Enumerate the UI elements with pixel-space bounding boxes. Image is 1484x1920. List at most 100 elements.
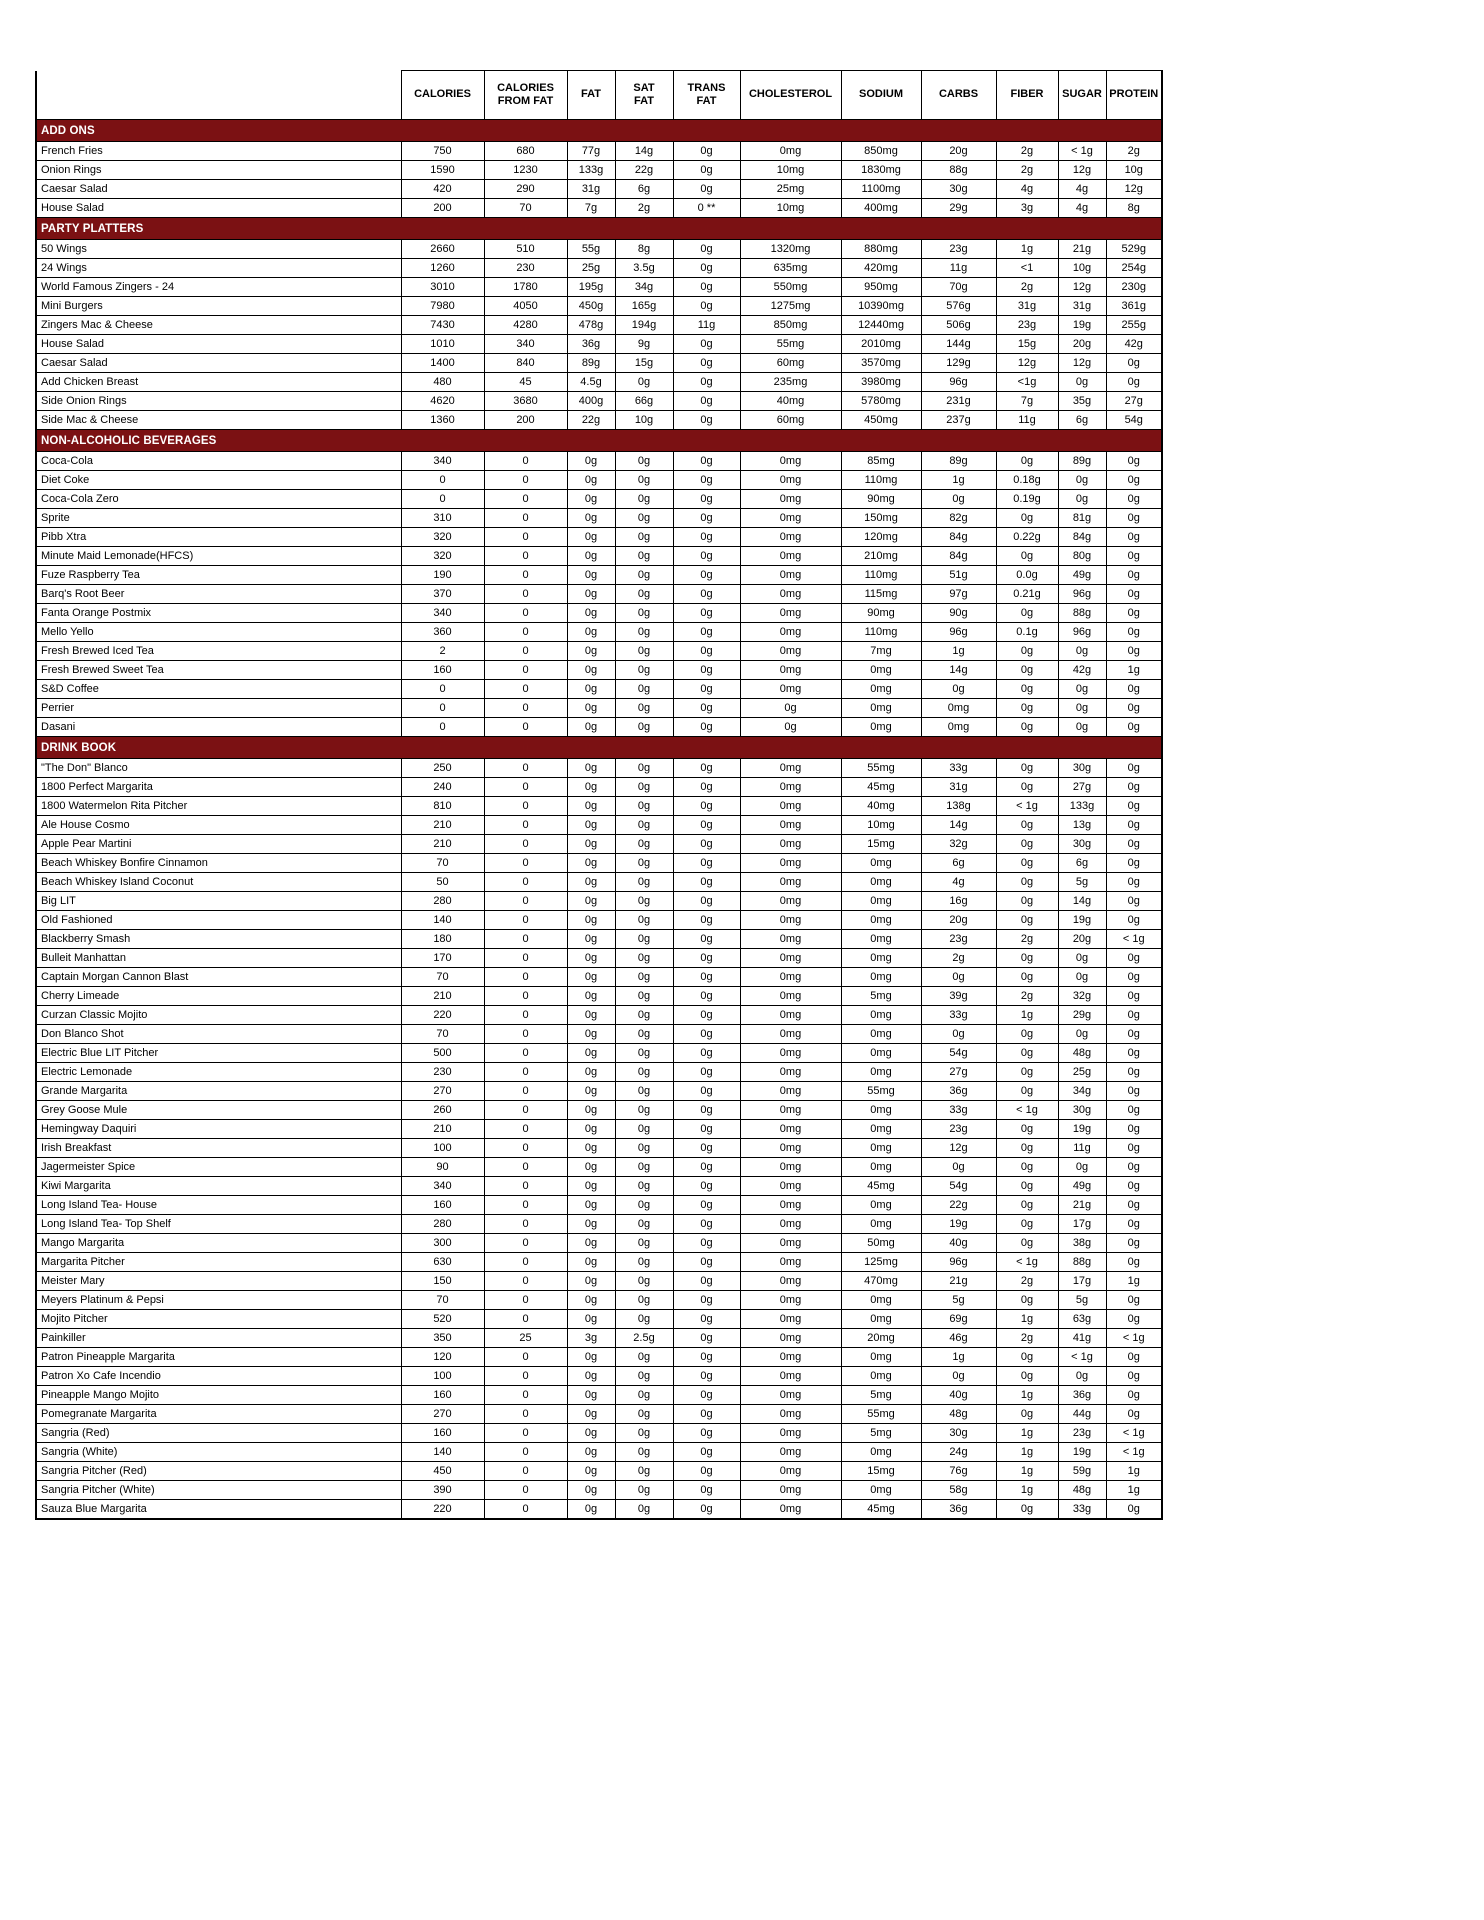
value-cell: 55g [566,239,616,259]
item-name-cell: Electric Blue LIT Pitcher [35,1043,402,1063]
value-cell: 420 [400,179,485,199]
value-cell: 0g [1105,1366,1163,1386]
value-cell: 20g [1057,929,1107,949]
value-cell: 89g [566,353,616,373]
value-cell: 0mg [739,872,842,892]
value-cell: 0g [566,910,616,930]
value-cell: 0g [566,758,616,778]
value-cell: 0g [920,1366,997,1386]
item-name-cell: Dasani [35,717,402,737]
value-cell: 0g [995,1119,1059,1139]
value-cell: 0mg [840,967,922,987]
value-cell: 0 [483,986,568,1006]
value-cell: 7430 [400,315,485,335]
value-cell: 0mg [840,1366,922,1386]
value-cell: 0g [1105,641,1163,661]
value-cell: 1g [920,641,997,661]
table-row: Pomegranate Margarita 270 0 0g 0g 0g 0mg 55mg 48… [35,1404,1163,1424]
value-cell: 850mg [840,141,922,161]
table-row: Big LIT 280 0 0g 0g 0g 0mg 0mg 16g 0g 14g 0g [35,891,1163,911]
table-row: Fanta Orange Postmix 340 0 0g 0g 0g 0mg 90mg 90g… [35,603,1163,623]
value-cell: 250 [400,758,485,778]
value-cell: 22g [920,1195,997,1215]
item-name-cell: Beach Whiskey Island Coconut [35,872,402,892]
table-row: Coca-Cola 340 0 0g 0g 0g 0mg 85mg 89g 0g 89g 0g [35,451,1163,471]
value-cell: 0g [672,160,741,180]
value-cell: 0 [400,489,485,509]
item-name-cell: Don Blanco Shot [35,1024,402,1044]
value-cell: 3.5g [614,258,674,278]
value-cell: 0g [1105,796,1163,816]
value-cell: 0g [995,1499,1059,1520]
value-cell: 30g [1057,758,1107,778]
value-cell: 0g [566,546,616,566]
value-cell: 2660 [400,239,485,259]
value-cell: 19g [1057,1119,1107,1139]
value-cell: 1360 [400,410,485,430]
item-name-cell: Caesar Salad [35,179,402,199]
column-header: TRANS FAT [672,70,741,120]
table-row: 1800 Perfect Margarita 240 0 0g 0g 0g 0mg 45mg 3… [35,777,1163,797]
table-row: World Famous Zingers - 24 3010 1780 195g 34g… [35,277,1163,297]
value-cell: 5g [920,1290,997,1310]
value-cell: 5780mg [840,391,922,411]
value-cell: 0 [483,853,568,873]
value-cell: 0g [995,948,1059,968]
value-cell: 170 [400,948,485,968]
value-cell: 290 [483,179,568,199]
value-cell: 54g [1105,410,1163,430]
value-cell: 0g [672,815,741,835]
value-cell: 0g [1105,891,1163,911]
table-row: Curzan Classic Mojito 220 0 0g 0g 0g 0mg 0mg 33g… [35,1005,1163,1025]
value-cell: 31g [995,296,1059,316]
value-cell: 0g [672,410,741,430]
value-cell: 0g [995,1233,1059,1253]
value-cell: 0g [614,1366,674,1386]
value-cell: 0mg [739,815,842,835]
value-cell: 0mg [739,1138,842,1158]
value-cell: 320 [400,527,485,547]
value-cell: 0g [995,815,1059,835]
value-cell: 11g [920,258,997,278]
value-cell: 0g [1105,1062,1163,1082]
value-cell: 0g [672,603,741,623]
value-cell: 0g [614,584,674,604]
value-cell: 0g [995,679,1059,699]
value-cell: 0g [672,1328,741,1348]
value-cell: 0g [672,1062,741,1082]
table-row: House Salad 200 70 7g 2g 0 ** 10mg 400mg 29g 3g 4g… [35,198,1163,218]
value-cell: 0mg [840,910,922,930]
value-cell: 0g [1105,698,1163,718]
table-row: Long Island Tea- House 160 0 0g 0g 0g 0mg 0mg 22… [35,1195,1163,1215]
value-cell: 0g [566,948,616,968]
value-cell: 0g [614,1290,674,1310]
value-cell: 0mg [840,717,922,737]
value-cell: 231g [920,391,997,411]
table-row: 1800 Watermelon Rita Pitcher 810 0 0g 0g 0g 0m… [35,796,1163,816]
value-cell: 237g [920,410,997,430]
table-row: Captain Morgan Cannon Blast 70 0 0g 0g 0g 0mg 0… [35,967,1163,987]
value-cell: 0.0g [995,565,1059,585]
table-row: Beach Whiskey Island Coconut 50 0 0g 0g 0g 0mg… [35,872,1163,892]
value-cell: 2g [995,141,1059,161]
value-cell: 160 [400,1195,485,1215]
value-cell: 0 [483,603,568,623]
value-cell: 0g [672,1176,741,1196]
value-cell: 90 [400,1157,485,1177]
value-cell: 0g [995,1347,1059,1367]
value-cell: 450mg [840,410,922,430]
value-cell: 0g [920,1157,997,1177]
table-row: Jagermeister Spice 90 0 0g 0g 0g 0mg 0mg 0g 0g 0g 0… [35,1157,1163,1177]
value-cell: 0g [1057,679,1107,699]
value-cell: 20g [1057,334,1107,354]
value-cell: 0g [995,872,1059,892]
value-cell: 10g [1105,160,1163,180]
value-cell: 550mg [739,277,842,297]
value-cell: 0mg [739,508,842,528]
value-cell: 115mg [840,584,922,604]
value-cell: 200 [400,198,485,218]
value-cell: 0g [1105,1499,1163,1520]
table-row: Minute Maid Lemonade(HFCS) 320 0 0g 0g 0g 0mg 2… [35,546,1163,566]
value-cell: 63g [1057,1309,1107,1329]
item-name-cell: Grande Margarita [35,1081,402,1101]
